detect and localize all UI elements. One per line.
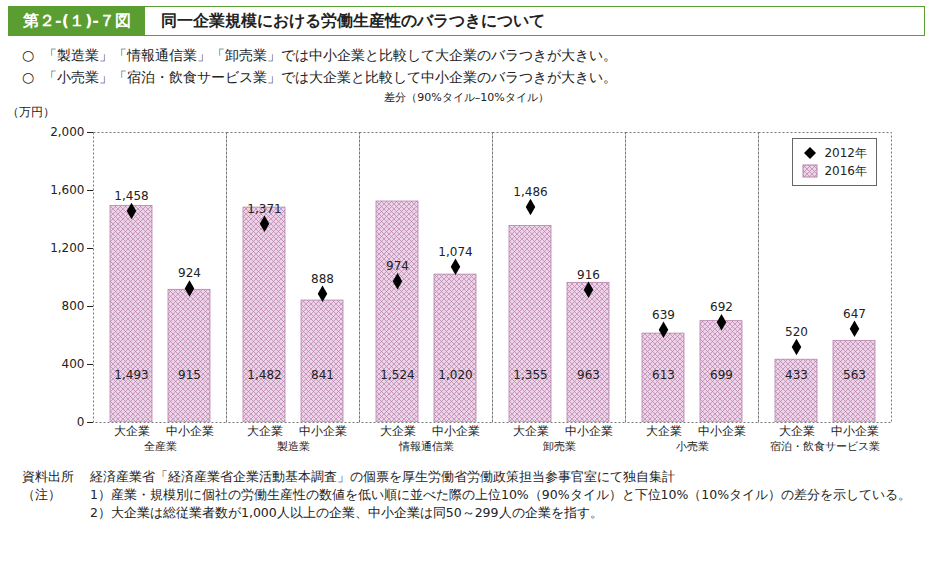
- svg-text:400: 400: [62, 357, 85, 371]
- svg-text:全産業: 全産業: [144, 440, 177, 453]
- svg-text:1,200: 1,200: [50, 241, 84, 255]
- svg-text:841: 841: [311, 368, 334, 382]
- svg-text:613: 613: [652, 368, 675, 382]
- html-text:2012年: 2012年: [824, 146, 867, 160]
- html-text:同一企業規模における労働生産性のバラつきについて: 同一企業規模における労働生産性のバラつきについて: [160, 10, 545, 30]
- svg-text:大企業: 大企業: [646, 424, 682, 438]
- svg-text:大企業: 大企業: [380, 424, 416, 438]
- svg-text:699: 699: [710, 368, 733, 382]
- svg-text:2,000: 2,000: [50, 125, 84, 139]
- html-text:経済産業省「経済産業省企業活動基本調査」の個票を厚生労働省労: 経済産業省「経済産業省企業活動基本調査」の個票を厚生労働省労働政策担当参事官室に…: [90, 469, 675, 484]
- html-text:「小売業」「宿泊・飲食サービス業」では大企業と比較して中小企: 「小売業」「宿泊・飲食サービス業」では大企業と比較して中小企業のバラつきが大きい…: [43, 69, 618, 85]
- svg-text:中小企業: 中小企業: [565, 424, 613, 438]
- html-text:「製造業」「情報通信業」「卸売業」では中小企業と比較して大企: 「製造業」「情報通信業」「卸売業」では中小企業と比較して大企業のバラつきが大きい…: [43, 47, 618, 63]
- svg-text:1,600: 1,600: [50, 183, 84, 197]
- svg-text:639: 639: [652, 308, 675, 322]
- svg-text:520: 520: [785, 325, 808, 339]
- svg-text:大企業: 大企業: [513, 424, 549, 438]
- svg-text:1,355: 1,355: [513, 368, 547, 382]
- svg-text:大企業: 大企業: [114, 424, 150, 438]
- svg-text:宿泊・飲食サービス業: 宿泊・飲食サービス業: [770, 440, 880, 453]
- svg-text:1,020: 1,020: [438, 368, 472, 382]
- html-text:差分（90%タイル–10%タイル）: 差分（90%タイル–10%タイル）: [384, 91, 549, 104]
- svg-text:（万円）: （万円）: [7, 105, 55, 119]
- svg-text:1,493: 1,493: [114, 368, 148, 382]
- svg-text:1,371: 1,371: [247, 202, 281, 216]
- svg-text:1,074: 1,074: [438, 245, 472, 259]
- html-text:資料出所: 資料出所: [22, 469, 74, 484]
- svg-text:974: 974: [386, 259, 409, 273]
- svg-text:中小企業: 中小企業: [831, 424, 879, 438]
- svg-text:中小企業: 中小企業: [299, 424, 347, 438]
- svg-text:小売業: 小売業: [676, 440, 709, 453]
- svg-text:800: 800: [62, 299, 85, 313]
- svg-text:0: 0: [77, 415, 85, 429]
- svg-text:692: 692: [710, 300, 733, 314]
- svg-text:製造業: 製造業: [277, 440, 310, 453]
- svg-text:963: 963: [577, 368, 600, 382]
- svg-text:433: 433: [785, 368, 808, 382]
- svg-text:中小企業: 中小企業: [698, 424, 746, 438]
- html-text:第２-(１)-７図: 第２-(１)-７図: [23, 10, 131, 30]
- svg-text:大企業: 大企業: [779, 424, 815, 438]
- html-text:（注）: （注）: [22, 487, 61, 502]
- svg-text:1,524: 1,524: [380, 368, 414, 382]
- html-text:2）大企業は総従業者数が1,000人以上の企業、中小企業は同: 2）大企業は総従業者数が1,000人以上の企業、中小企業は同50～299人の企業…: [90, 505, 603, 520]
- html-text:2016年: 2016年: [824, 164, 867, 178]
- svg-text:中小企業: 中小企業: [432, 424, 480, 438]
- svg-text:1,482: 1,482: [247, 368, 281, 382]
- svg-text:大企業: 大企業: [247, 424, 283, 438]
- svg-text:915: 915: [178, 368, 201, 382]
- svg-text:1,486: 1,486: [513, 185, 547, 199]
- svg-text:1,458: 1,458: [114, 189, 148, 203]
- svg-text:情報通信業: 情報通信業: [398, 440, 454, 453]
- svg-text:563: 563: [843, 368, 866, 382]
- svg-text:卸売業: 卸売業: [543, 440, 576, 453]
- svg-text:924: 924: [178, 266, 201, 280]
- svg-text:中小企業: 中小企業: [166, 424, 214, 438]
- html-text:1）産業・規模別に個社の労働生産性の数値を低い順に並べた際の: 1）産業・規模別に個社の労働生産性の数値を低い順に並べた際の上位10%（90%タ…: [90, 487, 912, 502]
- svg-text:916: 916: [577, 268, 600, 282]
- svg-text:888: 888: [311, 272, 334, 286]
- svg-text:647: 647: [843, 307, 866, 321]
